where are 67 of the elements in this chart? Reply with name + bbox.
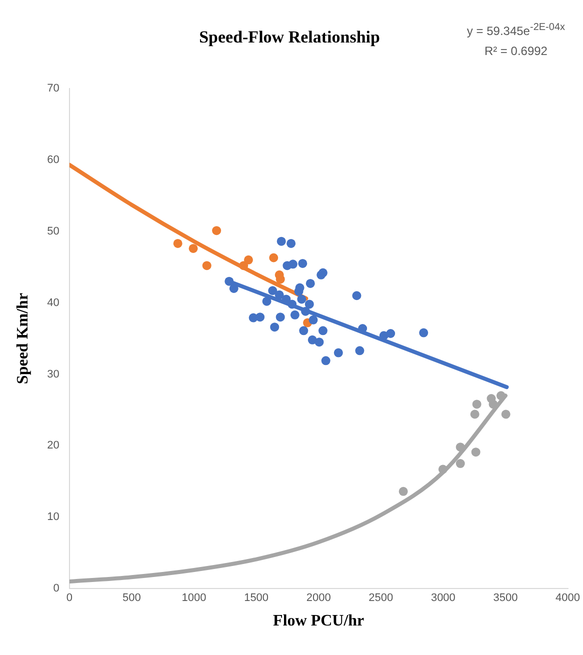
- point: [244, 255, 253, 264]
- point: [297, 294, 306, 304]
- point: [456, 459, 465, 468]
- point: [288, 260, 298, 269]
- point: [286, 238, 296, 248]
- y-axis-title: Speed Km/hr: [14, 292, 32, 384]
- point: [472, 400, 482, 409]
- x-tick-label: 500: [122, 592, 141, 604]
- point: [202, 261, 212, 270]
- point: [298, 258, 308, 268]
- point: [496, 391, 506, 400]
- y-tick-label: 70: [47, 82, 60, 94]
- point: [262, 296, 272, 306]
- point: [488, 400, 498, 409]
- y-tick-label: 30: [47, 368, 60, 380]
- point: [212, 226, 222, 236]
- x-tick-label: 2500: [368, 592, 394, 604]
- point: [269, 253, 278, 262]
- point: [314, 338, 324, 347]
- point: [438, 464, 448, 474]
- x-tick-label: 1000: [182, 592, 206, 604]
- y-tick-label: 0: [53, 582, 60, 595]
- point: [173, 238, 182, 248]
- point: [276, 312, 285, 322]
- point: [306, 278, 315, 288]
- x-tick-label: 2000: [306, 592, 331, 604]
- y-tick-label: 10: [47, 511, 60, 524]
- x-tick-label: 4000: [556, 592, 580, 604]
- point: [288, 300, 297, 309]
- y-tick-label: 40: [47, 296, 60, 309]
- point: [456, 442, 465, 452]
- y-tick-label: 60: [47, 154, 60, 166]
- point: [274, 290, 284, 300]
- chart-title: Speed-Flow Relationship: [199, 28, 380, 47]
- point: [188, 244, 198, 253]
- point: [290, 310, 300, 320]
- text: y = 59.345e$^{-2E-04x}$: [466, 21, 565, 40]
- point: [318, 326, 328, 336]
- point: [386, 329, 396, 338]
- point: [224, 276, 234, 286]
- point: [299, 326, 308, 336]
- point: [398, 486, 408, 496]
- point: [276, 236, 286, 246]
- point: [239, 261, 248, 270]
- x-tick-label: 1500: [244, 592, 269, 604]
- point: [355, 346, 364, 356]
- point: [268, 286, 278, 296]
- y-tick-label: 50: [47, 225, 60, 238]
- point: [419, 328, 428, 338]
- point: [470, 410, 480, 419]
- point: [501, 410, 510, 419]
- x-tick-label: 3000: [430, 592, 456, 604]
- x-tick-label: 3500: [493, 592, 518, 604]
- point: [321, 356, 330, 366]
- point: [304, 300, 314, 309]
- x-axis-title: Flow PCU/hr: [273, 612, 364, 630]
- point: [334, 348, 343, 358]
- y-tick-label: 20: [47, 440, 60, 452]
- text: R² = 0.6992: [483, 43, 548, 60]
- point: [270, 322, 280, 332]
- point: [256, 312, 265, 322]
- point: [471, 448, 480, 457]
- point: [352, 291, 362, 300]
- point: [301, 306, 310, 316]
- x-tick-label: 0: [66, 592, 72, 604]
- point: [308, 315, 318, 324]
- point: [229, 284, 238, 293]
